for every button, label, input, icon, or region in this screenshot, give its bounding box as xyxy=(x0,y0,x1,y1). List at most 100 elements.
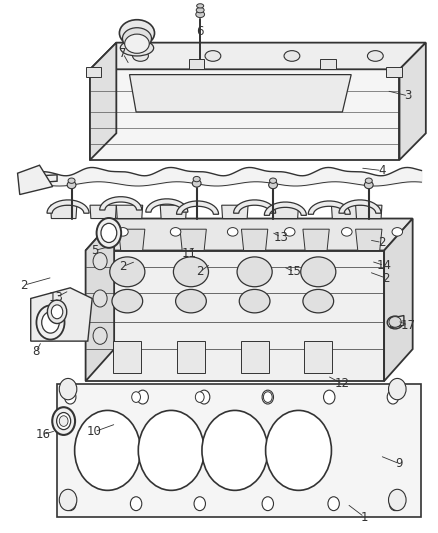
Ellipse shape xyxy=(59,416,68,426)
Ellipse shape xyxy=(283,51,299,61)
Ellipse shape xyxy=(237,257,272,287)
Polygon shape xyxy=(383,219,412,381)
Ellipse shape xyxy=(52,407,75,435)
Ellipse shape xyxy=(227,228,237,236)
Ellipse shape xyxy=(300,257,335,287)
Polygon shape xyxy=(90,43,116,160)
Ellipse shape xyxy=(117,228,128,236)
Ellipse shape xyxy=(173,257,208,287)
Polygon shape xyxy=(47,200,89,213)
Ellipse shape xyxy=(96,218,121,248)
Ellipse shape xyxy=(194,497,205,511)
Ellipse shape xyxy=(112,289,142,313)
Ellipse shape xyxy=(122,28,151,49)
Polygon shape xyxy=(145,199,187,212)
Text: 10: 10 xyxy=(87,425,102,438)
Text: 14: 14 xyxy=(376,259,391,272)
Ellipse shape xyxy=(201,410,267,490)
Polygon shape xyxy=(20,175,57,184)
Polygon shape xyxy=(85,219,412,251)
Polygon shape xyxy=(18,165,53,195)
Ellipse shape xyxy=(391,228,402,236)
Polygon shape xyxy=(399,43,425,160)
Polygon shape xyxy=(188,59,204,69)
Ellipse shape xyxy=(327,497,339,511)
Polygon shape xyxy=(85,67,101,77)
Text: 16: 16 xyxy=(35,428,50,441)
Ellipse shape xyxy=(193,176,200,182)
Ellipse shape xyxy=(101,223,117,243)
Ellipse shape xyxy=(364,181,372,189)
Polygon shape xyxy=(90,69,399,160)
Text: 8: 8 xyxy=(32,345,39,358)
Polygon shape xyxy=(90,205,116,219)
Ellipse shape xyxy=(261,390,273,404)
Ellipse shape xyxy=(386,316,402,329)
Ellipse shape xyxy=(263,392,272,402)
Text: 2: 2 xyxy=(377,236,385,249)
Polygon shape xyxy=(176,201,218,214)
Ellipse shape xyxy=(110,257,145,287)
Ellipse shape xyxy=(64,390,76,404)
Ellipse shape xyxy=(196,7,204,13)
Ellipse shape xyxy=(36,305,64,340)
Ellipse shape xyxy=(64,497,76,511)
Text: 13: 13 xyxy=(273,231,288,244)
Bar xyxy=(304,341,332,373)
Polygon shape xyxy=(50,205,77,219)
Ellipse shape xyxy=(265,410,331,490)
Ellipse shape xyxy=(302,289,333,313)
Ellipse shape xyxy=(138,410,204,490)
Polygon shape xyxy=(221,205,247,219)
Ellipse shape xyxy=(268,181,277,189)
Text: 11: 11 xyxy=(181,247,196,260)
Ellipse shape xyxy=(93,327,107,344)
Ellipse shape xyxy=(323,390,334,404)
Text: 13: 13 xyxy=(49,291,64,304)
Ellipse shape xyxy=(47,300,67,324)
Ellipse shape xyxy=(132,51,148,61)
Ellipse shape xyxy=(364,178,371,183)
Ellipse shape xyxy=(195,392,204,402)
Ellipse shape xyxy=(341,228,351,236)
Ellipse shape xyxy=(284,228,294,236)
Ellipse shape xyxy=(367,51,382,61)
Ellipse shape xyxy=(67,181,76,189)
Ellipse shape xyxy=(388,317,400,327)
Polygon shape xyxy=(302,229,328,251)
Ellipse shape xyxy=(42,312,59,333)
Ellipse shape xyxy=(130,497,141,511)
Ellipse shape xyxy=(120,40,153,56)
Ellipse shape xyxy=(388,489,405,511)
Text: 3: 3 xyxy=(404,90,411,102)
Ellipse shape xyxy=(68,178,75,183)
Ellipse shape xyxy=(57,413,71,430)
Polygon shape xyxy=(129,75,350,112)
Text: 6: 6 xyxy=(195,26,203,38)
Text: 5: 5 xyxy=(91,244,98,257)
Polygon shape xyxy=(307,201,350,214)
Polygon shape xyxy=(355,229,381,251)
Ellipse shape xyxy=(386,390,398,404)
Bar xyxy=(113,341,141,373)
Polygon shape xyxy=(31,288,92,341)
Text: 2: 2 xyxy=(119,260,127,273)
Polygon shape xyxy=(57,384,420,517)
Ellipse shape xyxy=(59,489,77,511)
Polygon shape xyxy=(385,67,401,77)
Ellipse shape xyxy=(175,289,206,313)
Polygon shape xyxy=(241,229,267,251)
Polygon shape xyxy=(118,229,145,251)
Ellipse shape xyxy=(196,4,203,8)
Ellipse shape xyxy=(131,392,140,402)
Ellipse shape xyxy=(192,180,201,187)
Text: 1: 1 xyxy=(360,511,367,523)
Text: 2: 2 xyxy=(20,279,28,292)
Ellipse shape xyxy=(119,20,154,46)
Bar xyxy=(177,341,205,373)
Polygon shape xyxy=(85,251,383,381)
Ellipse shape xyxy=(93,253,107,270)
Text: 17: 17 xyxy=(400,319,415,332)
Ellipse shape xyxy=(195,11,204,18)
Polygon shape xyxy=(160,205,186,219)
